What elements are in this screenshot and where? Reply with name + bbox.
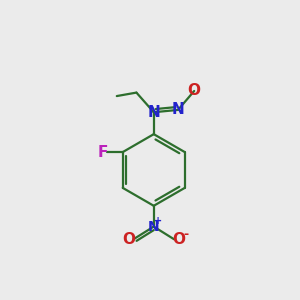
Text: O: O — [188, 83, 201, 98]
Text: F: F — [98, 145, 108, 160]
Text: N: N — [148, 220, 160, 234]
Text: -: - — [183, 228, 188, 241]
Text: +: + — [154, 217, 162, 226]
Text: N: N — [172, 102, 184, 117]
Text: O: O — [173, 232, 186, 247]
Text: O: O — [122, 232, 135, 247]
Text: N: N — [147, 105, 160, 120]
